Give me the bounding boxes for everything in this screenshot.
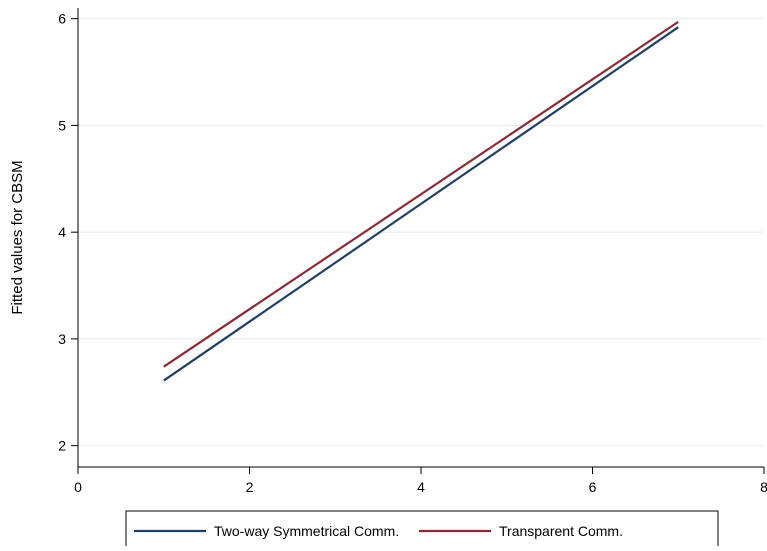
axes-layer bbox=[77, 8, 764, 468]
y-axis-title: Fitted values for CBSM bbox=[9, 160, 26, 314]
x-tick-label: 6 bbox=[589, 479, 597, 495]
x-ticks: 0 2 4 6 8 bbox=[74, 467, 767, 495]
y-tick-label: 3 bbox=[58, 331, 66, 347]
grid-layer bbox=[78, 18, 764, 447]
legend: Two-way Symmetrical Comm. Transparent Com… bbox=[125, 510, 719, 551]
x-tick-label: 2 bbox=[246, 479, 254, 495]
y-tick-label: 5 bbox=[58, 117, 66, 133]
series-line-1 bbox=[163, 26, 679, 382]
series-layer bbox=[163, 20, 679, 382]
y-tick-label: 2 bbox=[58, 438, 66, 454]
legend-label-1: Two-way Symmetrical Comm. bbox=[214, 523, 399, 539]
x-tick-label: 0 bbox=[74, 479, 82, 495]
x-tick-label: 8 bbox=[760, 479, 767, 495]
y-tick-label: 4 bbox=[58, 224, 66, 240]
x-tick-label: 4 bbox=[417, 479, 425, 495]
legend-label-2: Transparent Comm. bbox=[499, 523, 623, 539]
series-line-2 bbox=[163, 20, 679, 368]
y-tick-label: 6 bbox=[58, 11, 66, 27]
y-ticks: 2 3 4 5 6 bbox=[58, 11, 78, 454]
